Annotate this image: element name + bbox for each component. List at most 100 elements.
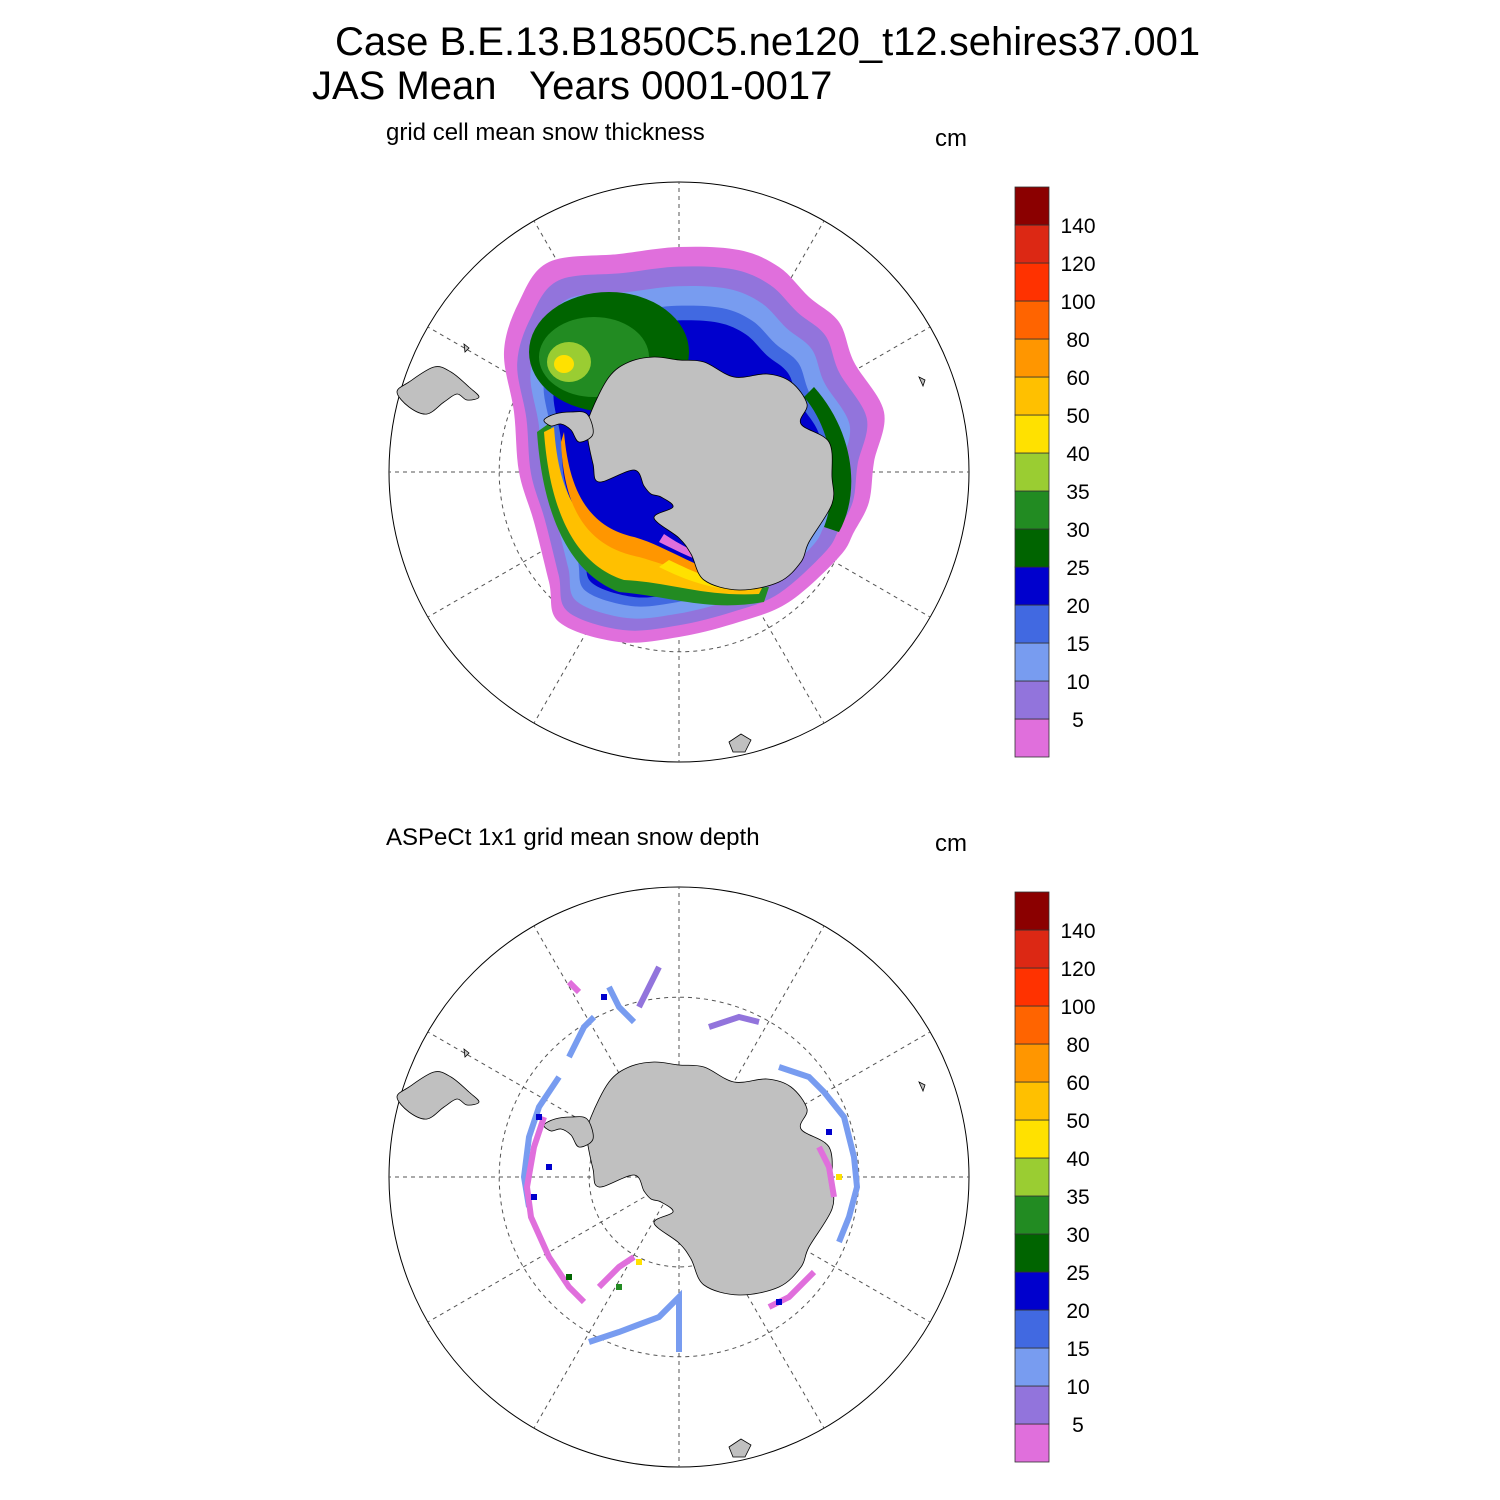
panel-1-colorbar: 5 10 15 20 25 30 35 40 50 60 80 100 120 140 <box>1014 186 1096 758</box>
obs-cell <box>616 1284 622 1290</box>
panel-2-polar-map <box>388 886 970 1468</box>
south-america-land <box>396 366 480 415</box>
colorbar-tick-label: 20 <box>1066 595 1089 618</box>
figure-title-case: Case B.E.13.B1850C5.ne120_t12.sehires37.… <box>335 20 1201 64</box>
colorbar-tick-label: 35 <box>1066 1186 1089 1209</box>
panel-2-units: cm <box>935 830 967 857</box>
panel-2-colorbar: 5 10 15 20 25 30 35 40 50 60 80 100 120 140 <box>1014 891 1096 1463</box>
island-land <box>463 1048 470 1058</box>
colorbar-swatch <box>1014 1119 1050 1159</box>
colorbar-swatch <box>1014 1043 1050 1083</box>
colorbar-swatch <box>1014 1081 1050 1121</box>
colorbar-tick-label: 15 <box>1066 1338 1089 1361</box>
obs-track <box>566 979 582 995</box>
obs-cell <box>546 1164 552 1170</box>
colorbar-tick-label: 20 <box>1066 1300 1089 1323</box>
colorbar-swatch <box>1014 604 1050 644</box>
obs-track <box>816 1145 837 1198</box>
colorbar-tick-label: 25 <box>1066 1262 1089 1285</box>
snow-contour-band <box>804 387 852 532</box>
obs-cell <box>836 1174 842 1180</box>
colorbar-swatch <box>1014 186 1050 226</box>
colorbar-swatch <box>1014 1157 1050 1197</box>
panel-2-subtitle: ASPeCt 1x1 grid mean snow depth <box>386 824 760 851</box>
colorbar-tick-label: 120 <box>1060 253 1095 276</box>
colorbar-swatch <box>1014 642 1050 682</box>
obs-track <box>523 1116 587 1305</box>
colorbar-swatch <box>1014 1195 1050 1235</box>
antarctic-peninsula-land <box>543 411 594 443</box>
colorbar-swatch <box>1014 414 1050 454</box>
island-land <box>918 376 926 388</box>
colorbar-swatch <box>1014 262 1050 302</box>
obs-track <box>606 985 637 1025</box>
panel-1-units: cm <box>935 125 967 152</box>
colorbar-swatch <box>1014 718 1050 758</box>
figure-title-period: JAS Mean Years 0001-0017 <box>312 64 833 108</box>
obs-track <box>636 965 662 1009</box>
colorbar-swatch <box>1014 452 1050 492</box>
snow-contour-band <box>561 432 749 581</box>
meridian-line <box>533 1176 680 1429</box>
colorbar-swatch <box>1014 300 1050 340</box>
snow-contour-band <box>544 427 764 595</box>
obs-cell <box>536 1114 542 1120</box>
colorbar-tick-label: 10 <box>1066 671 1089 694</box>
colorbar-swatch <box>1014 1271 1050 1311</box>
colorbar-swatch <box>1014 1309 1050 1349</box>
colorbar-tick-label: 40 <box>1066 443 1089 466</box>
colorbar-tick-label: 140 <box>1060 215 1095 238</box>
colorbar-swatch <box>1014 490 1050 530</box>
colorbar-tick-label: 10 <box>1066 1376 1089 1399</box>
colorbar-swatch <box>1014 1233 1050 1273</box>
colorbar-tick-label: 60 <box>1066 1072 1089 1095</box>
obs-cell <box>601 994 607 1000</box>
colorbar-tick-label: 60 <box>1066 367 1089 390</box>
obs-track <box>588 1289 682 1352</box>
obs-cell <box>776 1299 782 1305</box>
colorbar-swatch <box>1014 224 1050 264</box>
obs-track <box>778 1064 861 1244</box>
colorbar-tick-label: 15 <box>1066 633 1089 656</box>
colorbar-tick-label: 100 <box>1060 291 1095 314</box>
island-land <box>728 1438 752 1458</box>
colorbar-swatch <box>1014 376 1050 416</box>
colorbar-swatch <box>1014 929 1050 969</box>
island-land <box>918 1081 926 1093</box>
island-land <box>728 733 752 753</box>
colorbar-swatch <box>1014 1347 1050 1387</box>
meridian-line <box>427 1176 680 1323</box>
antarctica-land <box>586 1061 835 1296</box>
colorbar-swatch <box>1014 1385 1050 1425</box>
colorbar-tick-label: 50 <box>1066 1110 1089 1133</box>
colorbar-tick-label: 5 <box>1072 709 1084 732</box>
colorbar-tick-label: 50 <box>1066 405 1089 428</box>
obs-cell <box>531 1194 537 1200</box>
colorbar-tick-label: 40 <box>1066 1148 1089 1171</box>
colorbar-tick-label: 80 <box>1066 329 1089 352</box>
panel-1-subtitle: grid cell mean snow thickness <box>386 119 705 146</box>
colorbar-tick-label: 80 <box>1066 1034 1089 1057</box>
colorbar-tick-label: 25 <box>1066 557 1089 580</box>
colorbar-swatch <box>1014 680 1050 720</box>
antarctic-peninsula-land <box>543 1116 594 1148</box>
south-america-land <box>396 1071 480 1120</box>
colorbar-swatch <box>1014 338 1050 378</box>
obs-track <box>596 1254 636 1290</box>
colorbar-tick-label: 30 <box>1066 1224 1089 1247</box>
obs-track <box>566 1014 597 1059</box>
snow-contour-band <box>554 355 574 373</box>
colorbar-tick-label: 35 <box>1066 481 1089 504</box>
colorbar-tick-label: 30 <box>1066 519 1089 542</box>
obs-cell <box>636 1259 642 1265</box>
colorbar-swatch <box>1014 1005 1050 1045</box>
colorbar-swatch <box>1014 566 1050 606</box>
obs-cell <box>566 1274 572 1280</box>
island-land <box>463 343 470 353</box>
colorbar-swatch <box>1014 967 1050 1007</box>
obs-cell <box>826 1129 832 1135</box>
colorbar-swatch <box>1014 891 1050 931</box>
obs-track <box>708 1013 760 1030</box>
colorbar-tick-label: 5 <box>1072 1414 1084 1437</box>
colorbar-swatch <box>1014 1423 1050 1463</box>
